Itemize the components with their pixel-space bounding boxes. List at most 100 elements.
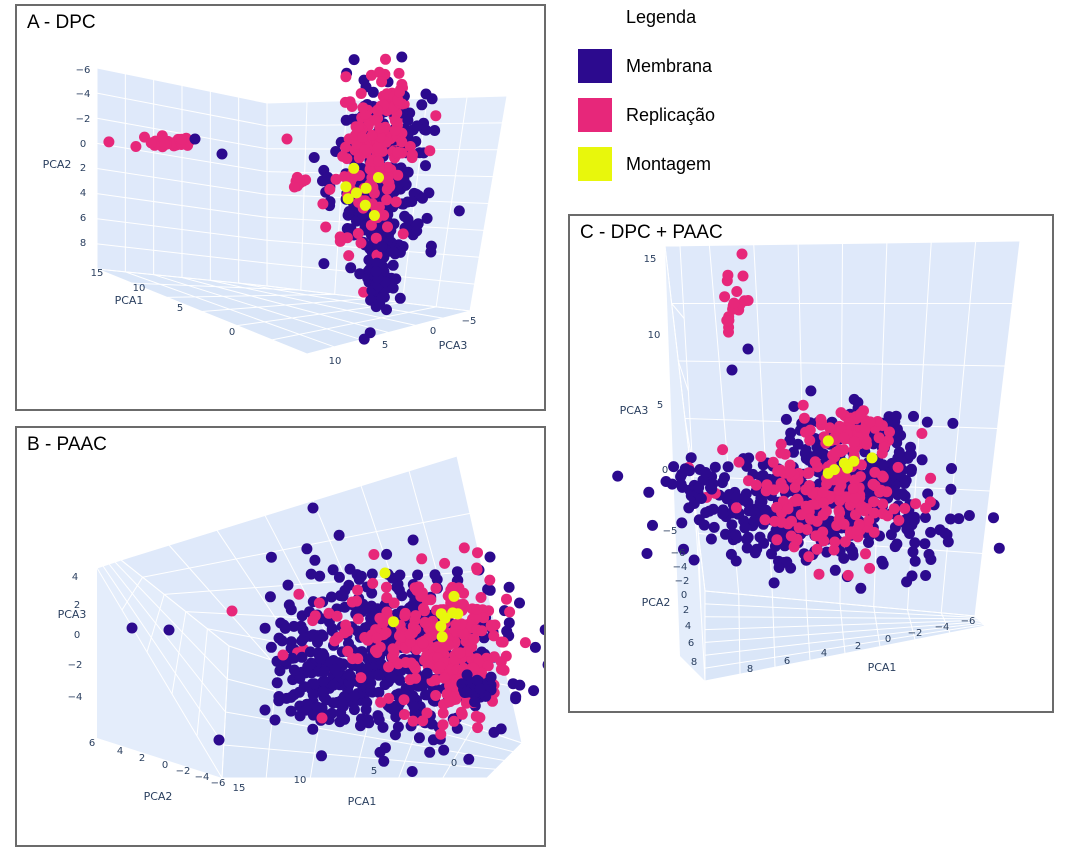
data-point-membrana bbox=[438, 744, 450, 756]
data-point-membrana bbox=[726, 519, 738, 531]
data-point-membrana bbox=[484, 584, 496, 596]
panel-a-gridline bbox=[96, 117, 268, 150]
data-point-membrana bbox=[717, 508, 729, 520]
panel-c-plot[interactable]: 15 10 5 0 −5 PCA3 −6 −4 −2 0 2 4 6 8 PCA… bbox=[570, 216, 1052, 711]
data-point-replicacao bbox=[374, 131, 386, 143]
data-point-membrana bbox=[901, 523, 913, 535]
data-point-replicacao bbox=[868, 496, 880, 508]
data-point-membrana bbox=[908, 410, 919, 422]
data-point-replicacao bbox=[404, 141, 416, 152]
legend-item-membrana[interactable]: Membrana bbox=[578, 49, 818, 83]
data-point-montagem bbox=[822, 467, 834, 479]
data-point-montagem bbox=[822, 435, 834, 447]
data-point-membrana bbox=[916, 454, 928, 466]
panel-a-pca2-tick: 4 bbox=[80, 188, 86, 199]
data-point-replicacao bbox=[861, 438, 873, 450]
data-point-membrana bbox=[485, 671, 497, 683]
data-point-membrana bbox=[285, 691, 297, 703]
data-point-replicacao bbox=[357, 131, 368, 143]
panel-c-pca1-tick: −2 bbox=[908, 628, 923, 639]
data-point-replicacao bbox=[733, 456, 745, 468]
panel-b-ticks: 4 2 0 −2 −4 PCA3 6 4 2 0 −2 −4 −6 PCA2 1… bbox=[58, 572, 458, 808]
data-point-replicacao bbox=[855, 408, 866, 420]
data-point-replicacao bbox=[367, 577, 379, 589]
data-point-membrana bbox=[688, 554, 700, 566]
data-point-montagem bbox=[439, 612, 451, 624]
data-point-replicacao bbox=[849, 492, 861, 504]
legend-swatch-montagem bbox=[578, 147, 612, 181]
data-point-membrana bbox=[891, 437, 903, 449]
panel-a-pca1-tick: 5 bbox=[177, 303, 183, 314]
data-point-membrana bbox=[743, 452, 755, 464]
data-point-replicacao bbox=[370, 232, 382, 244]
panel-b-pca1-tick: 5 bbox=[371, 766, 377, 777]
panel-c-pca1-tick: 2 bbox=[855, 641, 861, 652]
panel-c-gridline bbox=[738, 594, 741, 675]
data-point-membrana bbox=[366, 568, 378, 580]
panel-c-gridline bbox=[704, 622, 983, 656]
data-point-replicacao bbox=[869, 466, 881, 478]
panel-a-pca2-title: PCA2 bbox=[43, 158, 72, 171]
panel-b-gridline bbox=[114, 561, 228, 680]
data-point-membrana bbox=[919, 538, 931, 550]
data-point-membrana bbox=[760, 504, 772, 516]
data-point-replicacao bbox=[339, 96, 351, 108]
data-point-membrana bbox=[189, 133, 201, 145]
panel-c-pca1-tick: 6 bbox=[784, 656, 790, 667]
data-point-replicacao bbox=[300, 174, 312, 186]
data-point-replicacao bbox=[809, 456, 821, 468]
data-point-membrana bbox=[323, 616, 335, 628]
data-point-montagem bbox=[379, 567, 391, 579]
data-point-replicacao bbox=[719, 291, 731, 303]
data-point-membrana bbox=[709, 461, 721, 473]
panel-c-pca1-tick: 4 bbox=[821, 648, 827, 659]
panel-b-plot[interactable]: 4 2 0 −2 −4 PCA3 6 4 2 0 −2 −4 −6 PCA2 1… bbox=[17, 428, 544, 845]
data-point-membrana bbox=[378, 755, 390, 767]
data-point-membrana bbox=[877, 459, 889, 471]
panel-a-plot[interactable]: −6 −4 −2 0 2 4 6 8 PCA2 15 10 5 0 PCA1 1… bbox=[17, 6, 544, 409]
panel-c-gridline bbox=[697, 533, 702, 609]
panel-b-gridline bbox=[96, 559, 122, 569]
data-point-replicacao bbox=[471, 603, 483, 615]
data-point-membrana bbox=[373, 714, 385, 726]
data-point-replicacao bbox=[471, 562, 483, 574]
panel-a-pca1-title: PCA1 bbox=[115, 294, 144, 307]
data-point-membrana bbox=[274, 665, 286, 677]
data-point-membrana bbox=[942, 536, 954, 548]
panel-b-gridline bbox=[196, 628, 208, 737]
data-point-replicacao bbox=[388, 597, 400, 609]
panel-b-points bbox=[126, 502, 544, 777]
panel-b-gridline bbox=[102, 565, 225, 746]
data-point-membrana bbox=[730, 529, 742, 541]
data-point-membrana bbox=[471, 674, 483, 686]
panel-a-pca2-tick: 2 bbox=[80, 163, 86, 174]
data-point-membrana bbox=[754, 531, 766, 543]
data-point-replicacao bbox=[405, 636, 416, 648]
data-point-replicacao bbox=[145, 137, 157, 149]
data-point-replicacao bbox=[330, 173, 342, 185]
panel-c-pca2-tick: 8 bbox=[691, 657, 697, 668]
panel-b-gridline bbox=[120, 559, 230, 647]
data-point-montagem bbox=[342, 193, 354, 205]
data-point-membrana bbox=[373, 669, 385, 681]
data-point-replicacao bbox=[313, 597, 325, 609]
data-point-replicacao bbox=[334, 231, 346, 243]
legend-item-replicacao[interactable]: Replicação bbox=[578, 98, 818, 132]
data-point-replicacao bbox=[821, 478, 833, 490]
data-point-membrana bbox=[288, 664, 300, 676]
data-point-membrana bbox=[988, 512, 999, 524]
panel-b-pca3-tick: −2 bbox=[68, 660, 83, 671]
panel-c-pca2-tick: −6 bbox=[671, 548, 686, 559]
data-point-replicacao bbox=[888, 503, 900, 515]
panel-a-gridline bbox=[166, 293, 335, 298]
data-point-membrana bbox=[788, 446, 799, 458]
data-point-membrana bbox=[766, 548, 777, 560]
data-point-replicacao bbox=[430, 110, 442, 122]
data-point-membrana bbox=[812, 443, 824, 455]
data-point-replicacao bbox=[853, 518, 865, 530]
data-point-membrana bbox=[725, 548, 737, 560]
legend-item-montagem[interactable]: Montagem bbox=[578, 147, 818, 181]
data-point-membrana bbox=[416, 99, 428, 111]
data-point-replicacao bbox=[430, 582, 442, 594]
panel-c-pca3-tick: 0 bbox=[662, 465, 668, 476]
